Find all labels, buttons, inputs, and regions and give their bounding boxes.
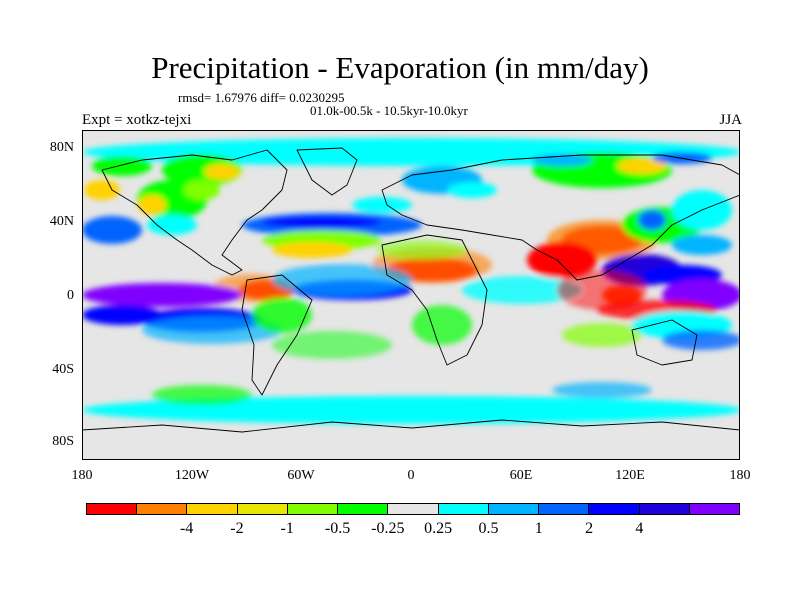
colorbar-label: -0.25 bbox=[371, 520, 405, 537]
coast-eurasia bbox=[381, 154, 740, 281]
chart-title: Precipitation - Evaporation (in mm/day) bbox=[151, 50, 649, 85]
colorbar-label: 0.5 bbox=[478, 520, 499, 537]
y-tick-label: 0 bbox=[67, 288, 74, 303]
y-tick-label: 40S bbox=[52, 362, 74, 377]
coast-australia bbox=[631, 319, 698, 366]
coast-north-america bbox=[101, 149, 288, 276]
coast-antarctica bbox=[82, 419, 740, 433]
colorbar bbox=[86, 503, 740, 515]
colorbar-label: 2 bbox=[585, 520, 594, 537]
x-tick-label: 60E bbox=[509, 468, 533, 483]
colorbar-label: 0.25 bbox=[424, 520, 453, 537]
colorbar-cell bbox=[639, 504, 690, 514]
colorbar-label: -2 bbox=[230, 520, 244, 537]
colorbar-label: 4 bbox=[635, 520, 644, 537]
x-tick-label: 120W bbox=[174, 468, 210, 483]
x-tick-label: 180 bbox=[729, 468, 751, 483]
region-southern-ocean bbox=[82, 396, 740, 424]
colorbar-cell bbox=[338, 504, 389, 514]
colorbar-cell bbox=[388, 504, 439, 514]
colorbar-cell bbox=[237, 504, 288, 514]
colorbar-cell bbox=[438, 504, 489, 514]
colorbar-label: -4 bbox=[179, 520, 194, 537]
colorbar-label: -1 bbox=[280, 520, 294, 537]
colorbar-cell bbox=[689, 504, 740, 514]
season-label: JJA bbox=[719, 112, 742, 128]
x-tick-label: 180 bbox=[71, 468, 93, 483]
coast-south-america bbox=[241, 274, 313, 396]
colorbar-cell bbox=[187, 504, 238, 514]
period-text: 01.0k-00.5k - 10.5kyr-10.0kyr bbox=[310, 103, 468, 118]
precip-evap-map bbox=[82, 130, 740, 460]
x-tick-label: 0 bbox=[407, 468, 415, 483]
x-tick-label: 60W bbox=[287, 468, 315, 483]
experiment-label: Expt = xotkz-tejxi bbox=[82, 112, 192, 128]
region-tropical-east-pacific bbox=[82, 283, 242, 307]
colorbar-cell bbox=[287, 504, 339, 514]
region-indian-subcontinent bbox=[527, 242, 597, 278]
colorbar-cell bbox=[589, 504, 640, 514]
colorbar-cell bbox=[137, 504, 188, 514]
y-tick-label: 40N bbox=[49, 214, 74, 229]
y-tick-label: 80S bbox=[52, 434, 74, 449]
colorbar-label: 1 bbox=[534, 520, 543, 537]
x-tick-label: 120E bbox=[615, 468, 645, 483]
stats-text: rmsd= 1.67976 diff= 0.0230295 bbox=[178, 90, 345, 105]
colorbar-cell bbox=[87, 504, 138, 514]
y-tick-label: 80N bbox=[49, 140, 74, 155]
colorbar-label: -0.5 bbox=[324, 520, 351, 537]
colorbar-cell bbox=[539, 504, 590, 514]
coast-greenland bbox=[296, 147, 358, 196]
colorbar-cell bbox=[488, 504, 540, 514]
coast-africa bbox=[381, 234, 488, 366]
